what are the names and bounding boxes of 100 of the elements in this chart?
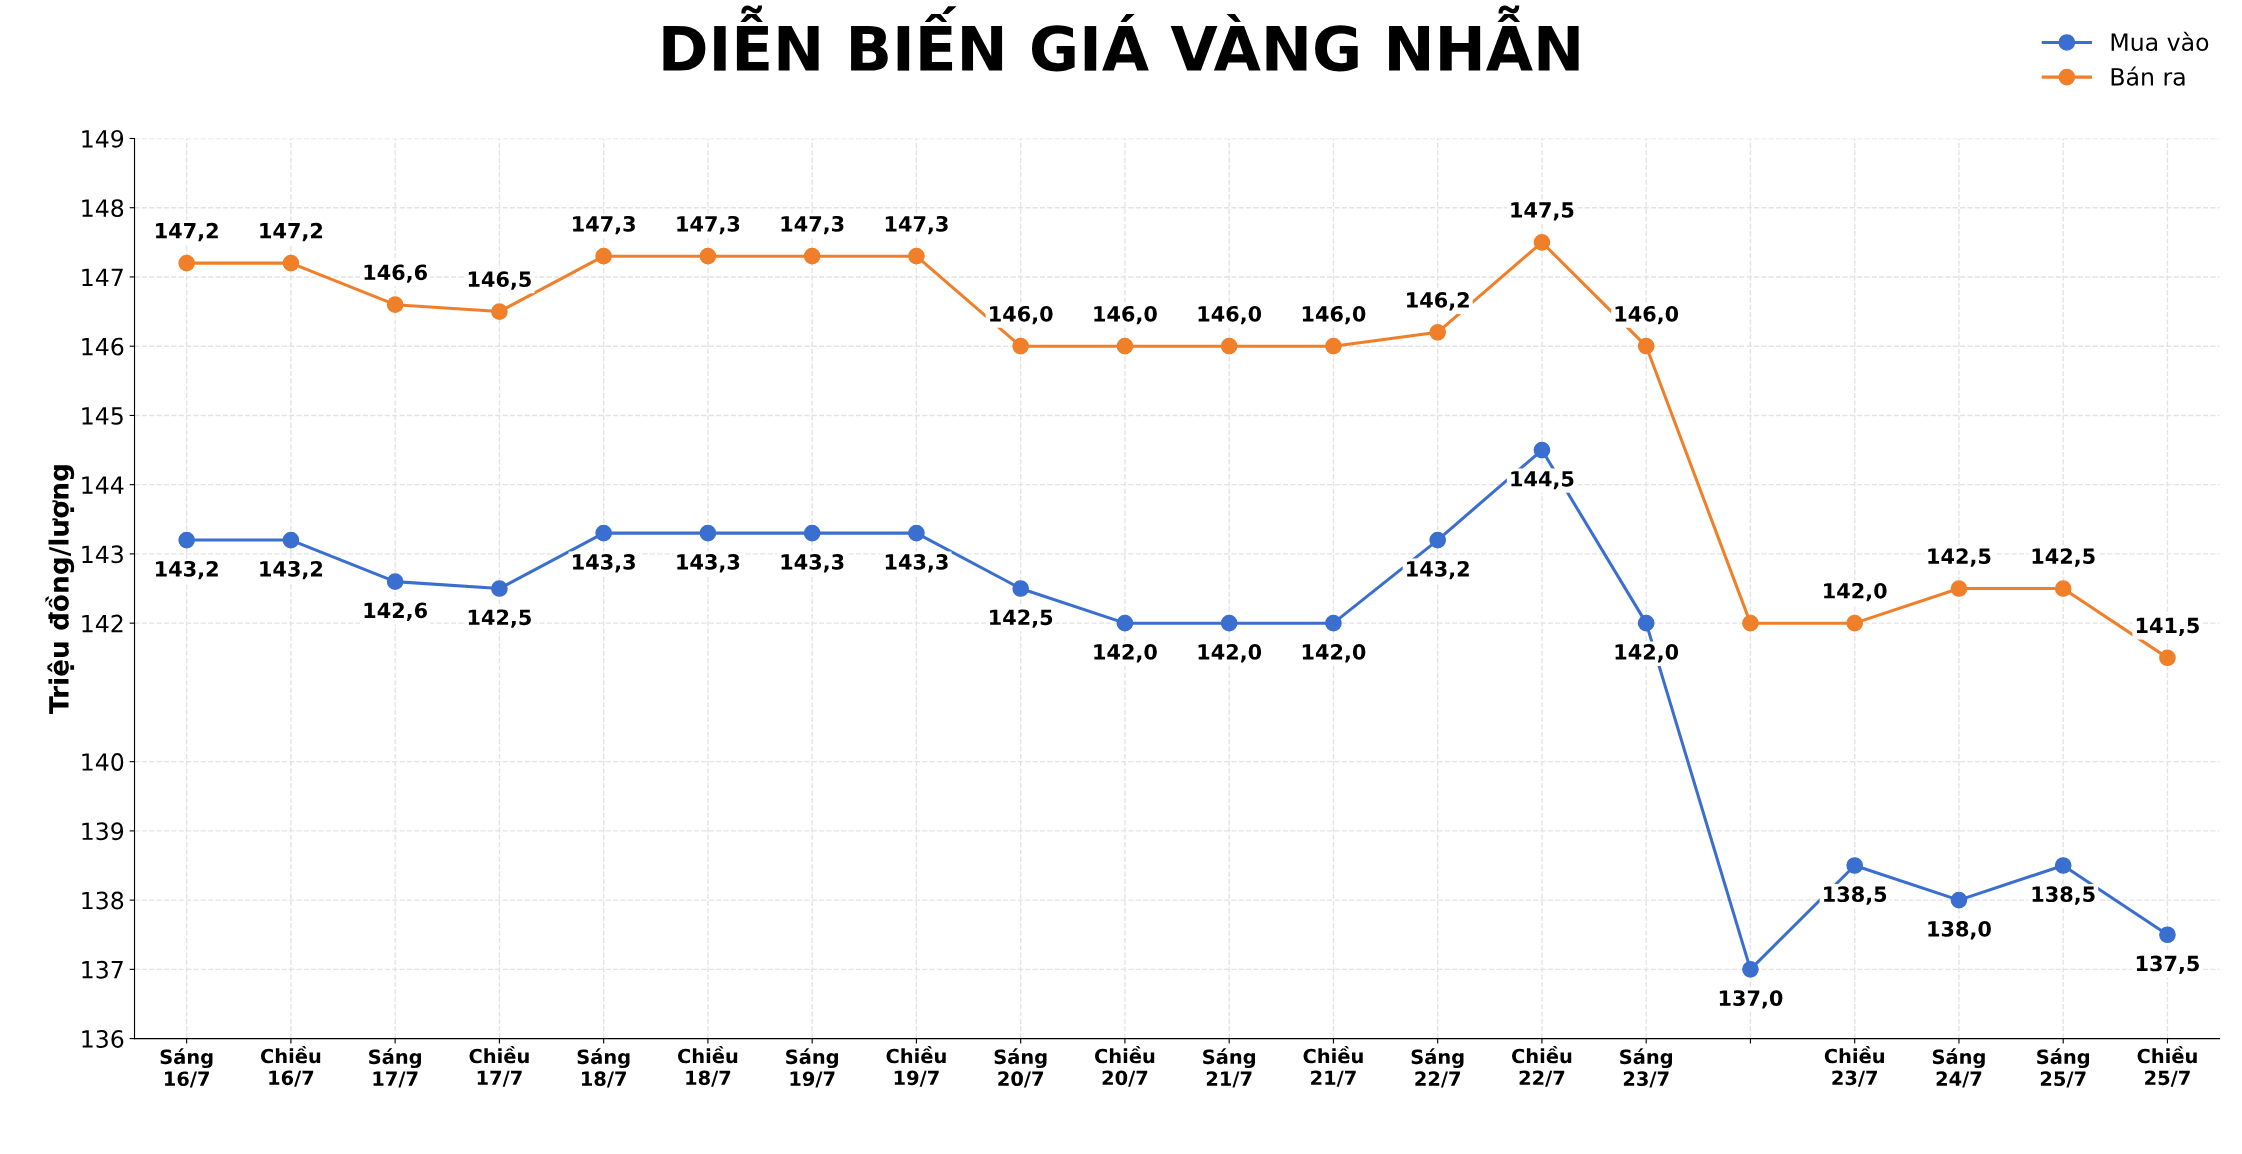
point	[1220, 337, 1238, 355]
x-tick-label: Sáng 18/7	[577, 1048, 630, 1088]
point	[1012, 337, 1030, 355]
data-label: 147,2	[156, 222, 218, 242]
data-label: 142,0	[1615, 644, 1679, 663]
y-tick-label: 139	[82, 822, 124, 841]
point	[1325, 337, 1342, 355]
y-tick-label: 138	[82, 891, 124, 910]
point	[1846, 857, 1864, 874]
data-label: 142,5	[990, 609, 1053, 628]
data-label: 142,5	[2032, 548, 2095, 567]
y-tick-label: 149	[82, 129, 124, 148]
x-tick-label: Sáng 25/7	[2037, 1048, 2090, 1088]
x-tick-label: Chiều 25/7	[2137, 1046, 2197, 1087]
data-label: 142,0	[1824, 582, 1887, 602]
x-tick-label: Sáng 20/7	[994, 1048, 1047, 1088]
x-tick-label: Chiều 16/7	[260, 1046, 321, 1087]
x-tick-label: Sáng 22/7	[1411, 1048, 1464, 1088]
data-label: 137,5	[2136, 955, 2199, 974]
x-tick-label: Sáng 21/7	[1203, 1048, 1255, 1088]
point	[803, 524, 821, 542]
y-axis-title: Triệu đồng/lượng	[45, 465, 75, 714]
data-label: 143,2	[1407, 560, 1469, 580]
legend-label: Mua vào	[2111, 31, 2209, 52]
point	[178, 254, 195, 272]
y-tick-label: 143	[82, 545, 123, 564]
x-tick-label: Chiều 22/7	[1512, 1046, 1572, 1087]
data-label: 143,3	[677, 553, 740, 573]
point	[178, 531, 195, 549]
y-tick-label: 137	[82, 960, 123, 979]
point	[1950, 891, 1968, 909]
point	[803, 247, 821, 265]
data-label: 146,2	[1407, 292, 1469, 311]
data-label: 146,6	[364, 264, 427, 283]
data-label: 142,0	[1094, 644, 1157, 663]
point	[2054, 857, 2072, 874]
x-tick-label: Chiều 20/7	[1094, 1046, 1155, 1087]
data-label: 146,5	[468, 271, 531, 290]
x-tick-label: Chiều 18/7	[677, 1046, 738, 1087]
data-label: 147,2	[260, 222, 323, 242]
point	[595, 524, 612, 542]
data-label: 147,5	[1511, 202, 1574, 221]
point	[1012, 580, 1030, 597]
point	[282, 531, 300, 549]
data-label: 147,3	[573, 215, 635, 235]
data-label: 147,3	[885, 215, 948, 235]
data-label: 138,5	[2032, 886, 2095, 905]
data-label: 142,6	[364, 602, 427, 621]
data-label: 146,0	[1302, 305, 1366, 325]
data-label: 141,5	[2136, 617, 2199, 636]
data-label: 142,5	[1928, 548, 1991, 567]
data-label: 143,2	[156, 560, 218, 580]
x-tick-label: Sáng 24/7	[1932, 1048, 1985, 1088]
point	[1220, 614, 1238, 632]
x-tick-label: Sáng 23/7	[1620, 1048, 1672, 1088]
data-label: 143,2	[260, 560, 323, 580]
point	[491, 580, 508, 597]
point	[1742, 614, 1759, 632]
point	[491, 303, 508, 320]
point	[699, 524, 717, 542]
point	[1533, 441, 1551, 459]
y-tick-label: 140	[82, 753, 124, 771]
point	[1637, 614, 1655, 632]
legend-label: Bán ra	[2111, 66, 2185, 86]
x-tick-label: Chiều 21/7	[1303, 1046, 1363, 1087]
y-tick-label: 145	[82, 407, 123, 425]
point	[1950, 580, 1968, 597]
data-label: 143,3	[781, 553, 844, 573]
data-label: 147,3	[677, 215, 740, 235]
data-label: 143,3	[885, 553, 948, 573]
y-tick-label: 147	[82, 268, 123, 286]
data-label: 147,3	[781, 215, 844, 235]
x-tick-label: Chiều 23/7	[1824, 1046, 1884, 1087]
data-label: 138,5	[1824, 886, 1887, 905]
point	[699, 247, 717, 265]
point	[386, 296, 404, 313]
point	[1846, 614, 1864, 632]
y-tick-label: 148	[82, 199, 124, 218]
point	[2054, 580, 2072, 597]
y-tick-label: 144	[82, 476, 124, 494]
point	[1116, 614, 1134, 632]
data-label: 143,3	[573, 553, 635, 573]
data-label: 142,0	[1302, 644, 1366, 663]
x-tick-label: Sáng 17/7	[369, 1048, 421, 1088]
point	[2159, 649, 2176, 667]
point	[1742, 961, 1759, 978]
data-label: 142,0	[1198, 644, 1262, 663]
point	[1116, 337, 1134, 355]
y-tick-label: 142	[82, 614, 123, 633]
data-label: 144,5	[1511, 471, 1574, 490]
point	[386, 573, 404, 590]
point	[282, 254, 300, 272]
x-tick-label: Chiều 17/7	[469, 1046, 529, 1087]
data-label: 146,0	[1198, 305, 1262, 325]
point	[1429, 324, 1447, 341]
data-label: 146,0	[990, 305, 1053, 325]
point	[2159, 926, 2176, 944]
point	[595, 247, 612, 265]
data-label: 146,0	[1615, 305, 1679, 325]
point	[908, 247, 925, 265]
